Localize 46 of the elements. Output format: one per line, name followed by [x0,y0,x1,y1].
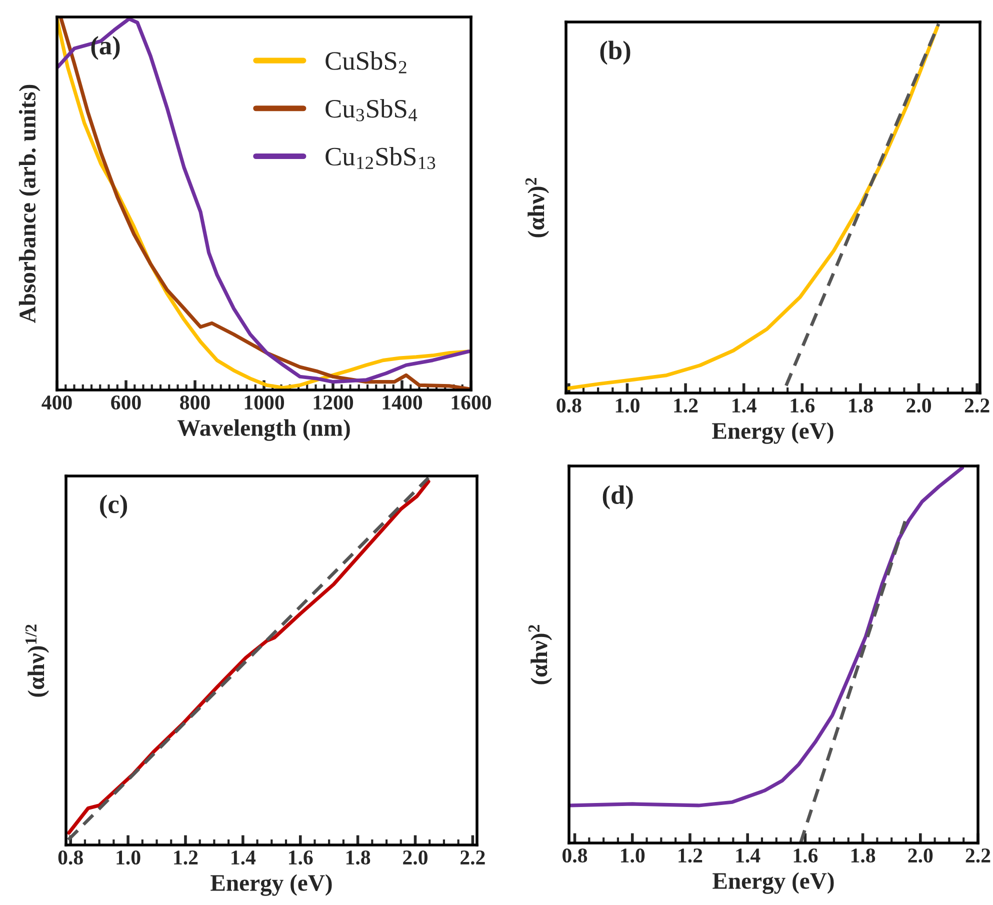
x-tick-label: 800 [180,395,210,410]
x-axis-title: Wavelength (nm) [177,419,350,441]
x-tick-label: 1.4 [736,848,760,863]
x-tick-label: 1.0 [621,848,645,863]
x-tick-label: 1.6 [289,850,313,865]
x-tick-label: 1.4 [232,850,256,865]
annotation: (c) [100,494,128,519]
x-tick-label: 1000 [244,395,284,410]
x-tick-label: 2.0 [906,398,931,413]
y-axis-title: Absorbance (arb. units) [18,84,40,323]
x-tick-label: 2.2 [460,850,485,865]
x-tick-label: 1200 [314,395,354,410]
x-axis-title: Energy (eV) [712,872,834,894]
x-tick-label: 1.6 [794,848,818,863]
x-tick-label: 1.8 [851,848,876,863]
x-tick-label: 1.8 [346,850,370,865]
x-tick-label: 1.2 [674,398,698,413]
x-tick-label: 2.0 [908,848,933,863]
x-tick-label: 1600 [452,395,492,410]
y-axis-title: (αhν)$^{2}$ [525,178,550,238]
x-tick-label: 2.2 [966,848,990,863]
x-tick-label: 1.2 [678,848,702,863]
x-tick-label: 2.2 [964,398,990,413]
x-tick-label: 1400 [382,395,422,410]
x-tick-label: 0.8 [562,848,588,863]
y-axis-title: (αhν)$^{2}$ [528,624,552,684]
x-tick-label: 2.0 [403,850,428,865]
y-axis-title: (αhν)$^{1/2}$ [25,624,50,697]
x-tick-label: 1.0 [616,398,640,413]
annotation: (b) [600,40,630,65]
x-axis-title: Energy (eV) [712,422,834,444]
x-axis-title: Energy (eV) [210,874,332,896]
x-tick-label: 1.2 [174,850,198,865]
x-tick-label: 400 [42,395,72,410]
x-tick-label: 1.6 [790,398,815,413]
legend-label: Cu$_{12}$SbS$_{13}$ [326,146,436,170]
x-tick-label: 0.8 [556,398,582,413]
x-tick-label: 1.0 [116,850,140,865]
x-tick-label: 1.8 [849,398,873,413]
annotation: (d) [602,485,633,510]
legend-label: CuSbS$_{2}$ [326,51,406,74]
annotation: (a) [91,36,120,60]
x-tick-label: 0.8 [58,850,83,865]
x-tick-label: 600 [111,395,141,410]
legend-label: Cu$_{3}$SbS$_{4}$ [326,99,418,122]
x-tick-label: 1.4 [732,398,756,413]
